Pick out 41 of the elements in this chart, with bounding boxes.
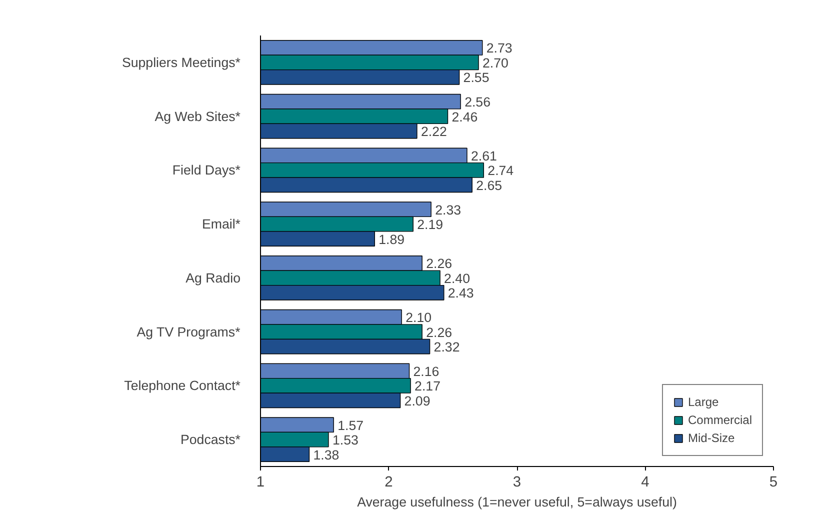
x-tick-label: 3: [512, 474, 522, 490]
legend-label: Commercial: [688, 413, 752, 427]
y-tick-label: Ag Radio: [186, 270, 241, 286]
data-label: 2.26: [426, 256, 452, 272]
data-label: 1.89: [378, 232, 405, 247]
x-tick-label: 2: [384, 474, 393, 490]
data-label: 2.16: [413, 364, 440, 379]
data-label: 2.10: [406, 310, 432, 326]
data-label: 1.53: [332, 432, 358, 448]
x-tick-label: 1: [256, 474, 265, 490]
y-tick-label: Ag Web Sites*: [154, 108, 241, 124]
data-label: 2.73: [486, 40, 512, 56]
data-label: 1.57: [338, 418, 364, 433]
data-label: 2.33: [435, 202, 462, 218]
x-axis-title: Average usefulness (1=never useful, 5=always useful): [357, 494, 677, 510]
data-label: 2.55: [463, 70, 490, 86]
data-label: 2.61: [470, 148, 497, 164]
x-tick-label: 5: [769, 474, 778, 490]
data-label: 2.43: [448, 286, 474, 301]
data-label: 2.26: [426, 324, 452, 340]
legend-label: Mid-Size: [688, 431, 735, 445]
y-tick-label: Email*: [202, 216, 240, 232]
legend-label: Large: [688, 395, 719, 409]
data-label: 1.38: [313, 447, 340, 462]
y-tick-label: Suppliers Meetings*: [122, 54, 241, 70]
data-label: 2.09: [404, 393, 430, 408]
data-label: 2.65: [476, 178, 502, 193]
data-label: 2.32: [434, 340, 460, 355]
data-label: 2.46: [452, 109, 478, 124]
data-label: 2.74: [488, 163, 514, 178]
data-label: 2.70: [482, 55, 508, 70]
x-tick-label: 4: [641, 474, 650, 490]
y-tick-label: Ag TV Programs*: [136, 324, 240, 340]
y-tick-label: Podcasts*: [180, 432, 241, 448]
y-tick-label: Telephone Contact*: [124, 378, 241, 394]
y-tick-label: Field Days*: [172, 162, 241, 178]
data-label: 2.19: [417, 217, 444, 232]
data-label: 2.40: [444, 270, 470, 286]
data-label: 2.22: [420, 124, 447, 140]
data-label: 2.17: [414, 378, 441, 394]
data-label: 2.56: [464, 94, 491, 110]
